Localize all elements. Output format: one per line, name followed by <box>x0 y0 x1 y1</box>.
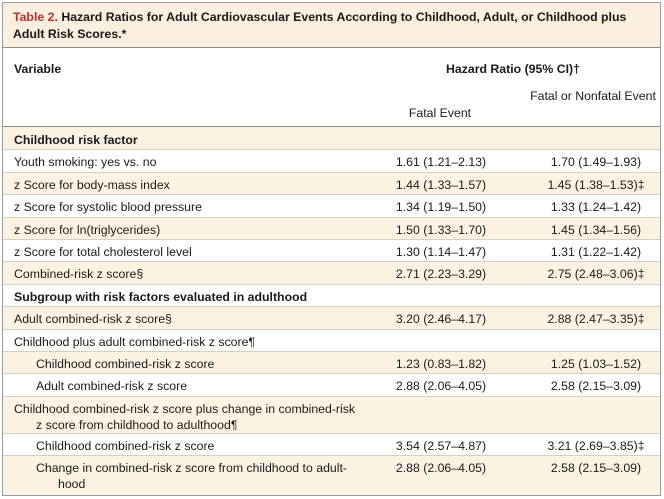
row-divider <box>3 171 660 173</box>
row-label-line: Change in combined-risk z score from chi… <box>36 461 347 476</box>
row-label: Childhood combined-risk z score <box>36 356 214 372</box>
row-label-line: Adult combined-risk z score§ <box>14 312 172 327</box>
row-divider <box>3 351 660 352</box>
row-label: Adult combined-risk z score <box>36 378 187 394</box>
row-label-line: Childhood combined-risk z score <box>36 357 215 371</box>
table-row: Childhood combined-risk z score plus cha… <box>3 395 660 433</box>
fatal-nonfatal-value: 2.58 (2.15–3.09) <box>550 379 642 394</box>
table-row: Youth smoking: yes vs. no 1.61 (1.21–2.13… <box>3 149 660 172</box>
fatal-nonfatal-value: 2.75 (2.48–3.06)‡ <box>547 267 645 282</box>
row-label-line: z Score for systolic blood pressure <box>14 200 202 215</box>
fatal-value: 2.88 (2.06–4.05) <box>395 379 487 394</box>
section-label: Subgroup with risk factors evaluated in … <box>14 289 307 305</box>
row-divider <box>3 149 660 151</box>
row-label: z Score for ln(triglycerides) <box>14 222 160 238</box>
row-label-line: hood <box>58 477 86 492</box>
row-label-line: Combined-risk z score§ <box>14 267 144 282</box>
row-divider <box>3 194 660 196</box>
table-number: Table 2. <box>13 10 58 24</box>
table-row: Childhood combined-risk z score 3.54 (2.5… <box>3 432 660 456</box>
fatal-value: 1.50 (1.33–1.70) <box>395 222 487 237</box>
row-label: z Score for total cholesterol level <box>14 244 192 260</box>
table-row: z Score for total cholesterol level 1.30 … <box>3 239 660 262</box>
section-label: Childhood risk factor <box>14 132 138 148</box>
table-row: Combined-risk z score§ 2.71 (2.23–3.29) 2.… <box>3 261 660 284</box>
row-label: z Score for systolic blood pressure <box>14 199 202 215</box>
row-label: Youth smoking: yes vs. no <box>14 154 156 170</box>
table-title-text: Hazard Ratios for Adult Cardiovascular E… <box>13 10 627 41</box>
row-label: Childhood combined-risk z score <box>36 438 214 454</box>
table-title: Table 2. Hazard Ratios for Adult Cardiov… <box>3 3 660 48</box>
fatal-nonfatal-value: 1.45 (1.34–1.56) <box>550 222 642 237</box>
row-label-line: Childhood combined-risk z score <box>36 438 215 453</box>
fatal-value: 1.44 (1.33–1.57) <box>395 177 487 192</box>
table-row: Adult combined-risk z score 2.88 (2.06–4.… <box>3 373 660 396</box>
table-row: Childhood plus adult combined-risk z sco… <box>3 328 660 351</box>
fatal-nonfatal-value: 1.33 (1.24–1.42) <box>550 200 642 215</box>
fatal-value: 1.30 (1.14–1.47) <box>395 245 487 259</box>
table-row: z Score for ln(triglycerides) 1.50 (1.33–… <box>3 216 660 239</box>
table-row: Adult combined-risk z score§ 3.20 (2.46–4… <box>3 306 660 329</box>
table-row: Childhood risk factor <box>3 127 660 150</box>
fatal-nonfatal-value: 3.21 (2.69–3.85)‡ <box>547 438 645 453</box>
fatal-nonfatal-value: 2.58 (2.15–3.09) <box>550 461 642 476</box>
row-label-line: z Score for ln(triglycerides) <box>14 222 161 237</box>
header-hazard-ratio: Hazard Ratio (95% CI)† <box>446 62 580 76</box>
row-divider <box>3 373 660 375</box>
table-row: Change in combined-risk z score from chi… <box>3 455 660 493</box>
row-label-line: Childhood plus adult combined-risk z sco… <box>14 334 256 349</box>
row-label: Childhood combined-risk z score plus cha… <box>14 401 355 433</box>
table-row: Childhood combined-risk z score 1.23 (0.8… <box>3 351 660 374</box>
row-label-line: z score from childhood to adulthood¶ <box>36 417 238 432</box>
table-header: Variable Hazard Ratio (95% CI)† Fatal Ev… <box>3 48 660 127</box>
table-row: z Score for systolic blood pressure 1.34 … <box>3 194 660 217</box>
row-divider <box>3 455 660 457</box>
row-divider <box>3 432 660 434</box>
fatal-nonfatal-value: 1.70 (1.49–1.93) <box>550 155 642 170</box>
fatal-value: 2.88 (2.06–4.05) <box>395 461 487 476</box>
row-label-line: z Score for total cholesterol level <box>14 245 192 259</box>
row-label-line: Subgroup with risk factors evaluated in … <box>14 289 308 304</box>
row-label: z Score for body-mass index <box>14 177 170 193</box>
header-fatal-nonfatal-event: Fatal or Nonfatal Event <box>530 89 656 103</box>
fatal-value: 3.54 (2.57–4.87) <box>395 438 487 453</box>
row-divider <box>3 283 660 285</box>
fatal-value: 2.71 (2.23–3.29) <box>395 267 487 282</box>
fatal-nonfatal-value: 1.31 (1.22–1.42) <box>550 245 642 259</box>
fatal-nonfatal-value: 1.45 (1.38–1.53)‡ <box>547 177 645 192</box>
row-label: Adult combined-risk z score§ <box>14 311 172 327</box>
fatal-value: 1.61 (1.21–2.13) <box>395 155 487 170</box>
fatal-value: 3.20 (2.46–4.17) <box>395 312 487 327</box>
row-label-line: Youth smoking: yes vs. no <box>14 155 157 170</box>
fatal-nonfatal-value: 1.25 (1.03–1.52) <box>550 357 642 371</box>
row-divider <box>3 216 660 218</box>
header-fatal-event: Fatal Event <box>408 106 472 120</box>
table-row: Subgroup with risk factors evaluated in … <box>3 283 660 307</box>
row-divider <box>3 328 660 330</box>
table-row: z Score for body-mass index 1.44 (1.33–1.… <box>3 171 660 195</box>
row-divider <box>3 306 660 308</box>
fatal-nonfatal-value: 2.88 (2.47–3.35)‡ <box>547 312 645 327</box>
row-divider <box>3 395 660 397</box>
row-divider <box>3 239 660 240</box>
row-label-line: Childhood risk factor <box>14 133 138 147</box>
row-label-line: Adult combined-risk z score <box>36 379 188 394</box>
row-label-line: z Score for body-mass index <box>14 177 170 192</box>
header-variable: Variable <box>14 62 62 76</box>
row-label: Childhood plus adult combined-risk z sco… <box>14 334 255 350</box>
row-divider <box>3 261 660 263</box>
row-label: Change in combined-risk z score from chi… <box>36 460 347 492</box>
row-label-line: Childhood combined-risk z score plus cha… <box>14 401 356 416</box>
fatal-value: 1.34 (1.19–1.50) <box>395 200 487 215</box>
row-label: Combined-risk z score§ <box>14 266 143 282</box>
fatal-value: 1.23 (0.83–1.82) <box>395 357 487 371</box>
